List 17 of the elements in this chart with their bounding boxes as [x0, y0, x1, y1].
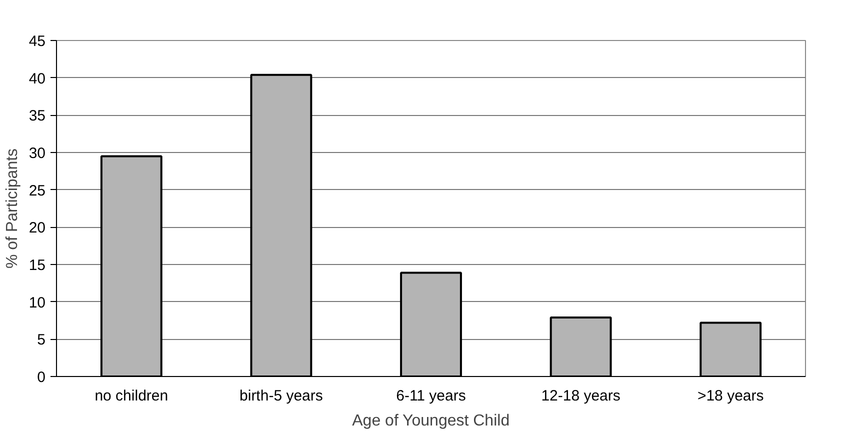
- y-tick-label: 20: [28, 220, 46, 237]
- y-axis-title: % of Participants: [4, 148, 21, 269]
- y-tick-label: 40: [28, 70, 46, 88]
- x-axis-title: Age of Youngest Child: [352, 412, 510, 430]
- y-tick-label: 0: [37, 369, 46, 386]
- y-tick-label: 30: [28, 145, 46, 162]
- y-tick-label: 5: [37, 332, 46, 349]
- y-tick-label: 15: [28, 257, 46, 274]
- x-tick-label: birth-5 years: [240, 388, 323, 404]
- y-tick-label: 25: [28, 182, 46, 200]
- x-tick-label: 12-18 years: [541, 388, 620, 404]
- y-tick-label: 35: [28, 108, 46, 125]
- x-tick-label: no children: [94, 388, 168, 404]
- x-tick-label: 6-11 years: [396, 388, 466, 404]
- x-tick-label: >18 years: [697, 388, 764, 404]
- y-tick-label: 10: [28, 294, 46, 312]
- y-tick-label: 45: [28, 33, 46, 50]
